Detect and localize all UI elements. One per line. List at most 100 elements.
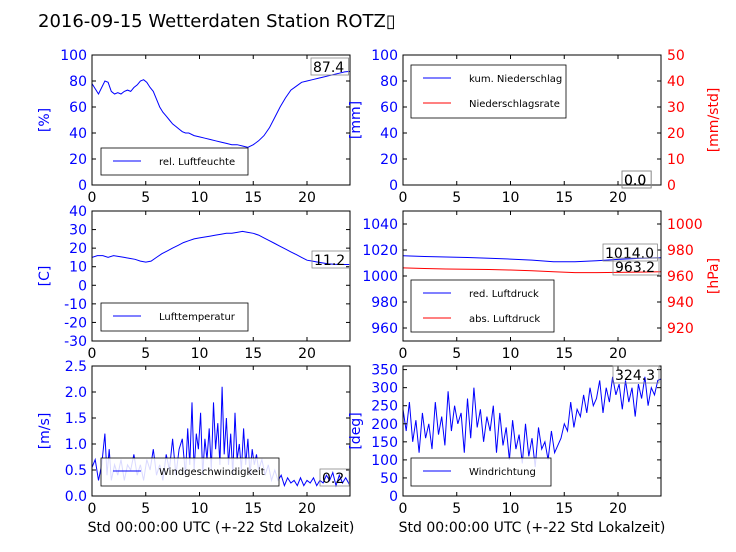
x-tick-label: 5 <box>452 346 461 362</box>
y-tick-label: -20 <box>64 315 87 331</box>
x-tick-label: 0 <box>399 190 408 206</box>
x-tick-label: 0 <box>88 190 97 206</box>
legend-label: rel. Luftfeuchte <box>159 157 235 168</box>
x-tick-label: 15 <box>244 346 262 362</box>
y-right-tick-label: 40 <box>667 74 685 90</box>
plot-frame-winddir <box>402 365 662 497</box>
y-tick-label: 0 <box>78 278 87 294</box>
y-tick-label: 10 <box>69 260 87 276</box>
x-tick-label: 15 <box>555 501 573 517</box>
legend-label: Lufttemperatur <box>159 312 236 323</box>
legend-label: Windgeschwindigkeit <box>159 467 265 478</box>
y-tick-label: 350 <box>371 363 398 379</box>
legend-label: red. Luftdruck <box>469 289 539 300</box>
y-axis-label: [m/s] <box>37 413 53 450</box>
x-tick-label: 20 <box>298 190 316 206</box>
last-value-label: 87.4 <box>313 60 344 76</box>
y-tick-label: 30 <box>69 223 87 239</box>
x-tick-label: 5 <box>452 501 461 517</box>
x-tick-label: 20 <box>298 346 316 362</box>
plot-frame-temperature <box>91 210 351 342</box>
chart-pressure: 0 5 10 15 20 960 980 1000 1020 1040 920 940 960 980 10… <box>362 210 722 362</box>
x-tick-label: 10 <box>502 346 520 362</box>
y-tick-label: 40 <box>69 126 87 142</box>
y-tick-label: 1.0 <box>65 437 87 453</box>
x-tick-label: 10 <box>502 190 520 206</box>
y-tick-label: 40 <box>380 126 398 142</box>
y-axis-label-right: [mm/std] <box>706 88 722 153</box>
y-right-tick-label: 960 <box>667 269 694 285</box>
y-tick-label: 0 <box>78 178 87 194</box>
legend-box <box>410 64 567 119</box>
chart-temperature: 0 5 10 15 20 -30 -20 -10 0 10 20 30 40 [C] Lufttempera… <box>37 204 351 362</box>
x-tick-label: 15 <box>555 190 573 206</box>
legend-label: kum. Niederschlag <box>469 74 562 85</box>
y-right-tick-label: 10 <box>667 152 685 168</box>
y-tick-label: 40 <box>69 204 87 220</box>
y-tick-label: -10 <box>64 297 87 313</box>
series-line-pressure-1 <box>403 267 661 274</box>
y-tick-label: 0 <box>389 489 398 505</box>
x-tick-label: 15 <box>555 346 573 362</box>
y-tick-label: 980 <box>371 295 398 311</box>
legend-label: Niederschlagsrate <box>469 99 560 110</box>
x-axis-label: Std 00:00:00 UTC (+-22 Std Lokalzeit) <box>88 520 355 536</box>
legend-box <box>410 457 552 487</box>
y-tick-label: 80 <box>69 74 87 90</box>
x-tick-label: 10 <box>191 346 209 362</box>
y-right-tick-label: 920 <box>667 321 694 337</box>
figure-title: 2016-09-15 Wetterdaten Station ROTZ▯ <box>38 11 396 32</box>
y-right-tick-label: 1000 <box>667 217 703 233</box>
y-axis-label: [deg] <box>348 412 364 449</box>
last-value-box <box>319 468 350 487</box>
series-line-temperature-0 <box>92 230 350 265</box>
y-tick-label: 1000 <box>362 269 398 285</box>
y-right-tick-label: 30 <box>667 100 685 116</box>
x-tick-label: 0 <box>88 501 97 517</box>
series-line-winddir-0 <box>403 376 661 468</box>
y-tick-label: 100 <box>371 453 398 469</box>
x-tick-label: 10 <box>502 501 520 517</box>
legend-box <box>100 302 249 332</box>
y-axis-label-right: [hPa] <box>706 258 722 294</box>
x-tick-label: 5 <box>141 346 150 362</box>
x-tick-label: 0 <box>88 346 97 362</box>
last-value-label: 0.0 <box>624 173 646 189</box>
y-tick-label: 20 <box>69 241 87 257</box>
x-tick-label: 20 <box>609 346 627 362</box>
y-tick-label: 80 <box>380 74 398 90</box>
y-axis-label: [C] <box>37 266 53 287</box>
x-tick-label: 15 <box>244 501 262 517</box>
y-tick-label: 1020 <box>362 243 398 259</box>
chart-wind: 0 5 10 15 20 0.0 0.5 1.0 1.5 2.0 2.5 [m/s] Std 00:00… <box>37 359 354 536</box>
y-tick-label: 0.0 <box>65 489 87 505</box>
x-tick-label: 20 <box>609 190 627 206</box>
legend-box <box>410 279 555 333</box>
plot-frame-humidity <box>91 54 351 186</box>
y-right-tick-label: 980 <box>667 243 694 259</box>
last-value-box <box>621 170 652 189</box>
last-value-label: 0.2 <box>322 471 344 487</box>
y-tick-label: 2.0 <box>65 385 87 401</box>
x-tick-label: 5 <box>141 501 150 517</box>
y-tick-label: 1040 <box>362 217 398 233</box>
y-tick-label: 20 <box>69 152 87 168</box>
y-tick-label: 2.5 <box>65 359 87 375</box>
y-tick-label: 100 <box>60 48 87 64</box>
y-tick-label: 960 <box>371 321 398 337</box>
y-axis-label: [%] <box>37 108 53 132</box>
x-tick-label: 15 <box>244 190 262 206</box>
x-tick-label: 20 <box>298 501 316 517</box>
x-axis-label: Std 00:00:00 UTC (+-22 Std Lokalzeit) <box>399 520 666 536</box>
x-tick-label: 5 <box>141 190 150 206</box>
last-value-box <box>602 243 658 262</box>
y-tick-label: 200 <box>371 417 398 433</box>
legend-label: abs. Luftdruck <box>469 314 540 325</box>
y-right-tick-label: 50 <box>667 48 685 64</box>
legend-box <box>100 457 280 487</box>
x-tick-label: 0 <box>399 346 408 362</box>
chart-precip: 0 5 10 15 20 0 20 40 60 80 100 0 10 20 30 40 50 [mm] [mm/s… <box>348 48 722 206</box>
y-tick-label: 1.5 <box>65 411 87 427</box>
